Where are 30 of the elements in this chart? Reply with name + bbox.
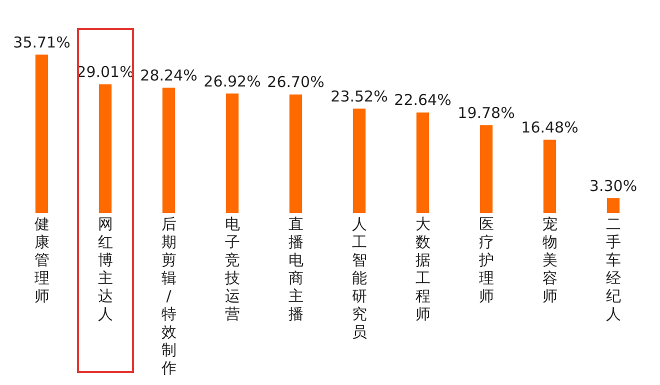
bar <box>162 88 176 213</box>
x-tick-label: 大数据工程师 <box>415 214 430 323</box>
category-label: 后期剪辑/特效制作 <box>161 214 176 377</box>
x-tick-label: 宠物美容师 <box>542 214 558 305</box>
data-label: 35.71% <box>13 33 70 52</box>
data-label: 3.30% <box>589 176 638 195</box>
x-tick-label: 网红博主达人 <box>98 214 113 323</box>
x-tick-label: 二手车经纪人 <box>606 214 621 323</box>
bar <box>35 54 48 213</box>
bar <box>606 198 620 213</box>
data-label: 19.78% <box>458 104 515 122</box>
bar <box>352 108 366 213</box>
data-label: 26.92% <box>204 72 261 90</box>
data-label: 29.01% <box>76 63 134 82</box>
x-tick-label: 医疗护理师 <box>478 214 494 305</box>
x-tick-label: 电子竞技运营 <box>224 214 240 323</box>
data-label: 28.24% <box>140 66 198 84</box>
data-label: 23.52% <box>330 87 388 106</box>
bar <box>98 84 112 213</box>
x-tick-label: 人工智能研究员 <box>352 214 367 341</box>
bar <box>226 94 239 213</box>
x-tick-label: 直播电商主播 <box>288 214 304 323</box>
data-label: 16.48% <box>521 118 578 136</box>
data-label: 26.70% <box>267 73 324 92</box>
x-tick-label: 健康管理师 <box>34 214 50 305</box>
bar <box>543 140 556 213</box>
data-label: 22.64% <box>394 91 452 110</box>
bar <box>416 112 430 213</box>
bar <box>480 125 493 213</box>
bar <box>289 94 302 213</box>
